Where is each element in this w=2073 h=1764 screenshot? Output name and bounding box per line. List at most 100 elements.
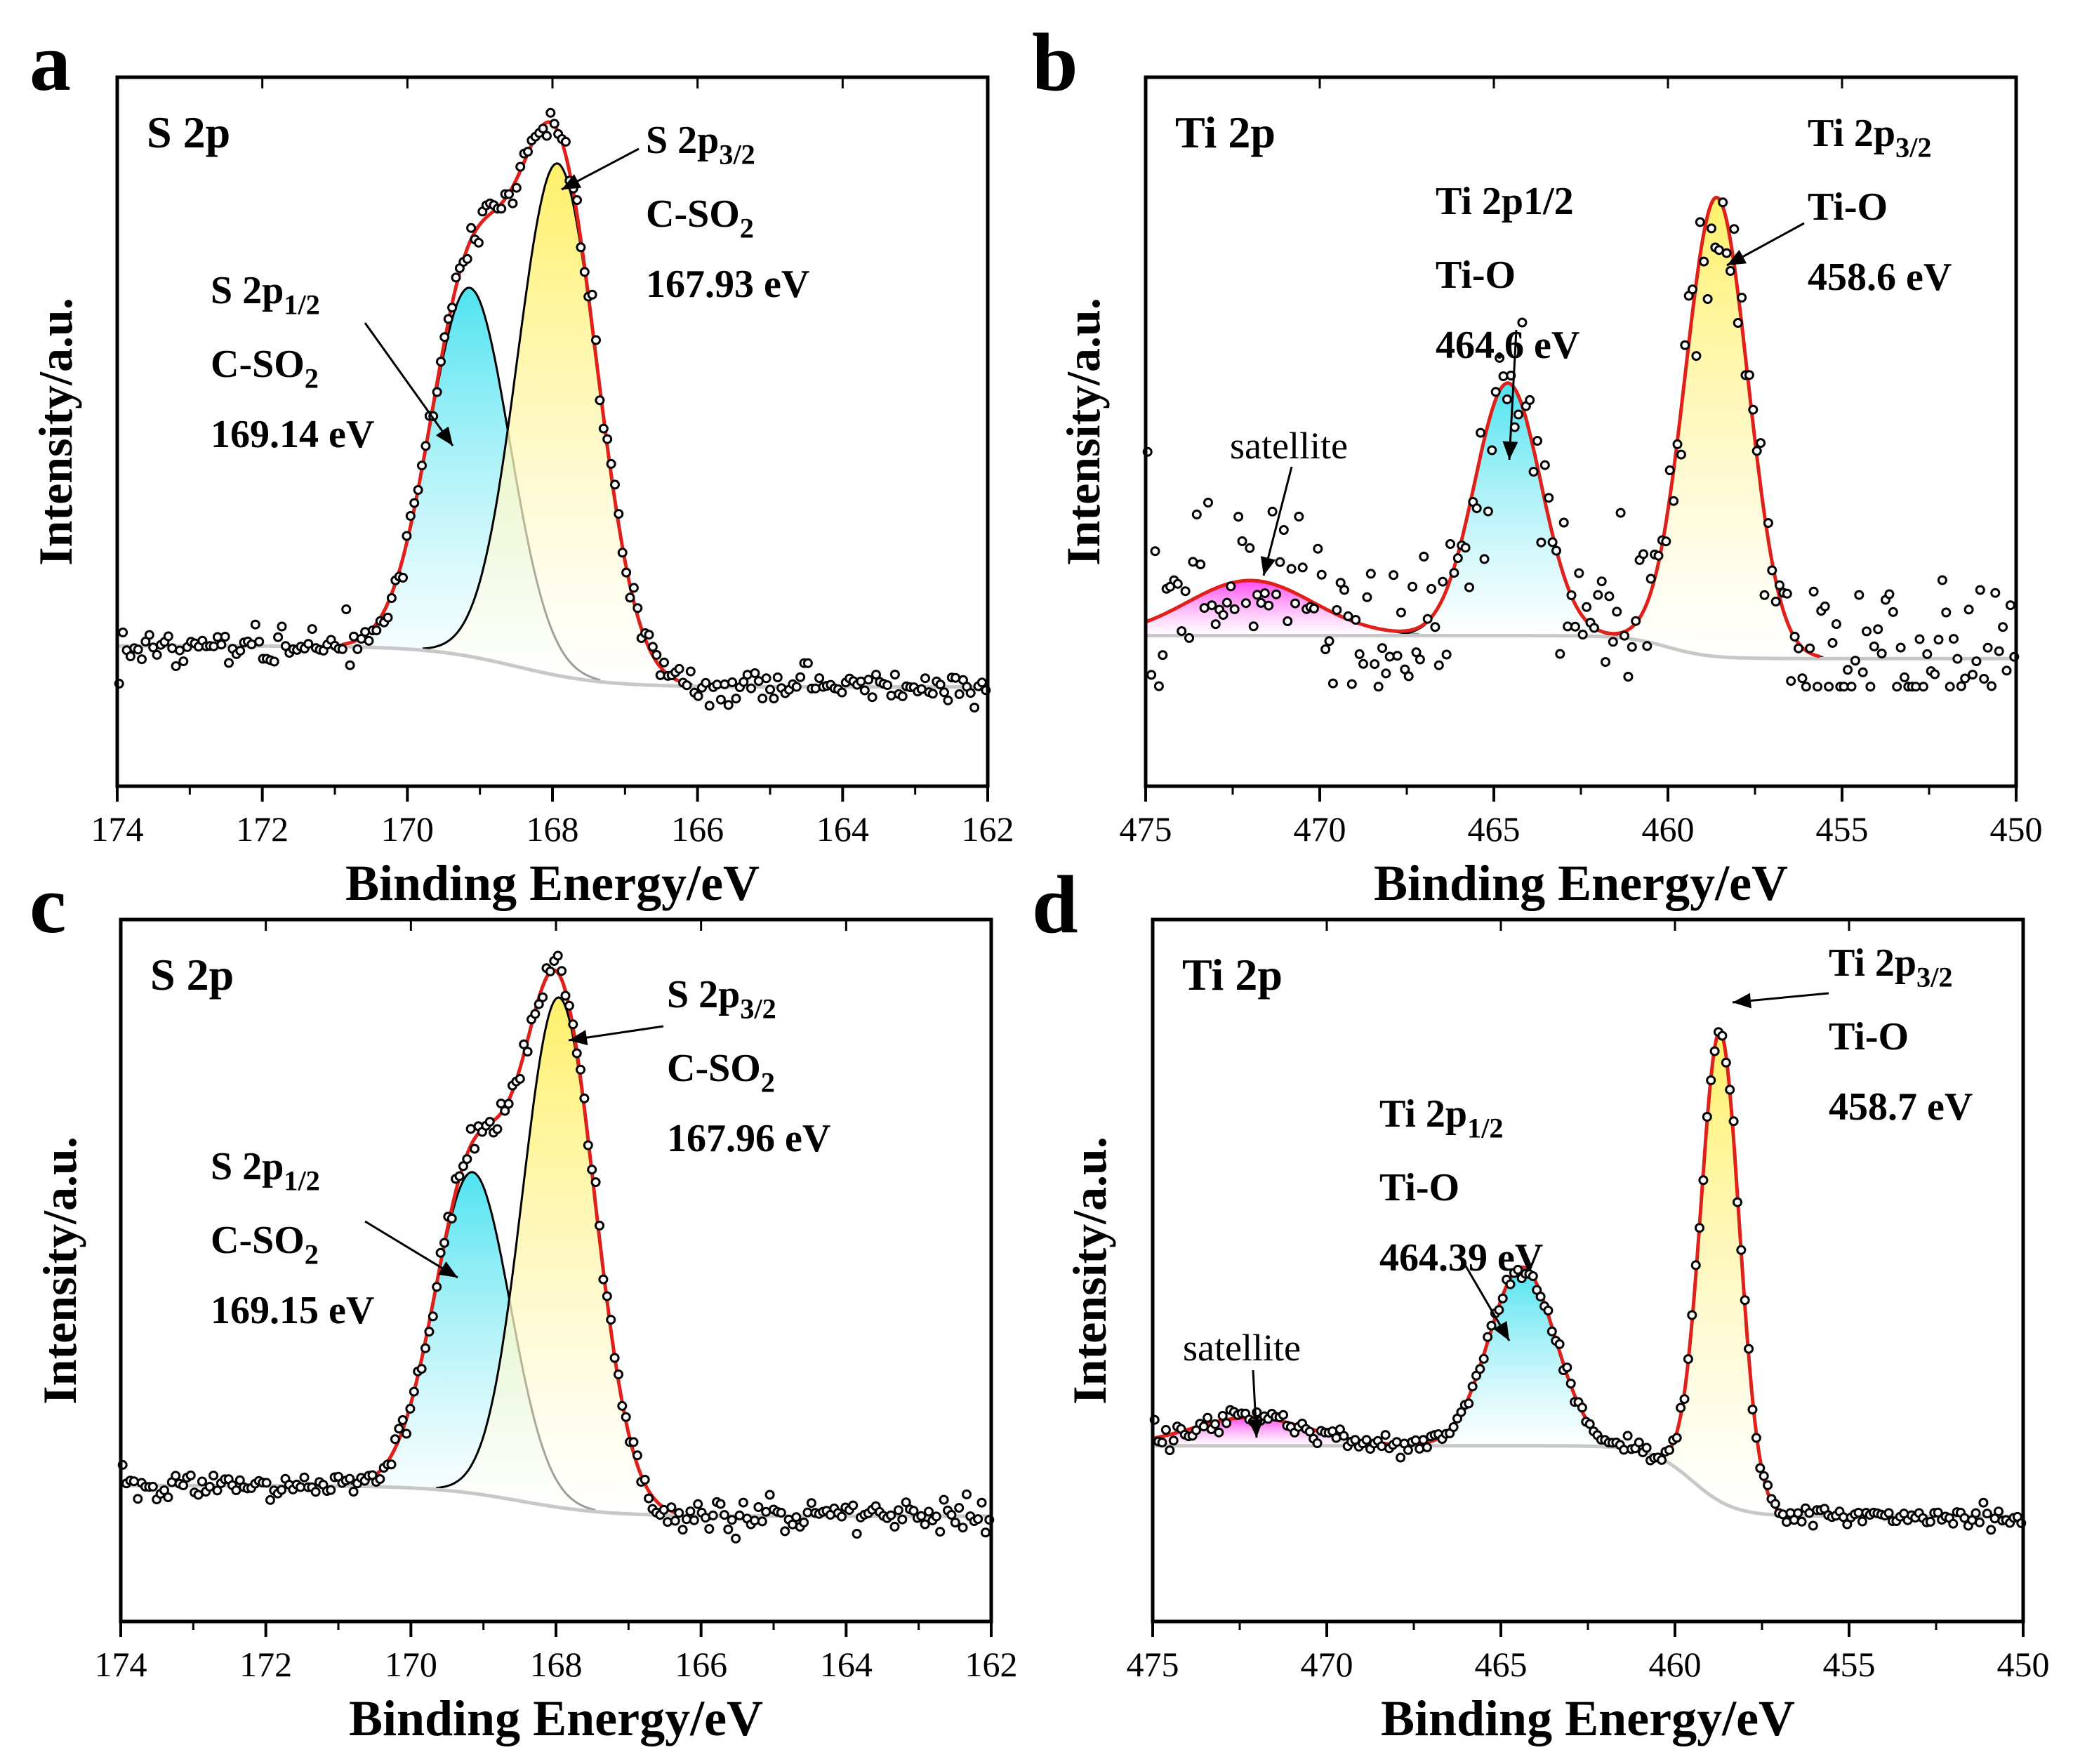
data-point xyxy=(772,672,783,682)
peak-chemical-state-label: Ti-O xyxy=(1379,1166,1459,1209)
data-point xyxy=(606,1315,616,1325)
data-point xyxy=(1918,682,1928,692)
data-point xyxy=(405,1403,416,1414)
data-point xyxy=(746,683,756,694)
data-points xyxy=(114,107,991,712)
data-point xyxy=(1165,1445,1175,1456)
data-point xyxy=(799,1517,809,1527)
panel-title: Ti 2p xyxy=(1175,107,1276,157)
data-point xyxy=(595,1221,604,1231)
data-point xyxy=(1737,293,1747,303)
data-point xyxy=(606,458,616,469)
data-point xyxy=(1490,387,1501,397)
y-axis-label: Intensity/a.u. xyxy=(1057,298,1110,566)
data-point xyxy=(1467,1381,1478,1392)
peak-name-label: Ti 2p1/2 xyxy=(1436,180,1574,223)
peak-name-label: S 2p1/2 xyxy=(211,1145,320,1197)
data-point xyxy=(1214,1427,1224,1438)
data-point xyxy=(1207,600,1217,611)
data-point xyxy=(348,1487,359,1497)
x-tick-label: 164 xyxy=(820,1645,873,1684)
data-point xyxy=(810,683,821,694)
data-point xyxy=(1226,581,1236,592)
data-point xyxy=(602,1291,612,1301)
data-point xyxy=(1695,217,1705,227)
data-point xyxy=(1430,622,1440,632)
panel-title: S 2p xyxy=(150,950,234,1000)
data-point xyxy=(341,604,352,614)
data-point xyxy=(708,1510,718,1520)
data-point xyxy=(1971,656,1982,667)
data-point xyxy=(416,1364,427,1374)
data-point xyxy=(144,630,154,640)
data-point xyxy=(458,1161,468,1172)
data-point xyxy=(693,1499,703,1509)
data-point xyxy=(1452,553,1463,564)
data-point xyxy=(193,1490,204,1500)
data-point xyxy=(1248,621,1259,632)
data-point xyxy=(133,644,143,655)
data-point xyxy=(1377,643,1387,654)
data-point xyxy=(1278,1410,1288,1420)
data-point xyxy=(1960,673,1971,684)
data-point xyxy=(1418,1435,1429,1445)
y-axis-label: Intensity/a.u. xyxy=(33,1136,86,1405)
data-point xyxy=(1240,598,1251,609)
data-point xyxy=(178,1480,188,1491)
arrow-line xyxy=(1262,466,1293,576)
data-point xyxy=(1884,589,1895,599)
data-point xyxy=(1687,1310,1697,1320)
data-point xyxy=(1744,370,1754,380)
data-point xyxy=(1782,1517,1791,1527)
data-point xyxy=(1782,588,1792,599)
data-point xyxy=(621,1412,631,1422)
data-point xyxy=(1294,511,1304,522)
data-point xyxy=(1770,1499,1780,1509)
data-point xyxy=(175,645,185,656)
data-point xyxy=(1653,550,1664,561)
data-point xyxy=(1203,498,1213,508)
data-point xyxy=(1608,637,1618,647)
data-point xyxy=(1582,602,1592,612)
data-point xyxy=(484,1117,495,1127)
x-tick-label: 455 xyxy=(1816,809,1869,849)
data-point xyxy=(1426,583,1436,594)
data-point xyxy=(814,673,825,684)
data-point xyxy=(530,1009,541,1019)
panel-a: a 174 172 170 168 166 164 162 Binding Energy/eV I… xyxy=(29,16,1014,911)
data-point xyxy=(750,1516,760,1526)
satellite-label: satellite xyxy=(1230,425,1348,467)
data-point xyxy=(413,485,423,495)
data-point xyxy=(1634,1437,1644,1447)
data-point xyxy=(128,1476,139,1487)
data-point xyxy=(1441,649,1452,660)
data-point xyxy=(727,677,738,687)
data-point xyxy=(1172,578,1183,589)
data-point xyxy=(1789,631,1800,642)
arrow-head-icon xyxy=(1493,1320,1509,1341)
data-point xyxy=(609,1353,620,1363)
data-point xyxy=(1751,1433,1761,1443)
x-axis: 174 172 170 168 166 164 162 xyxy=(91,77,1014,849)
data-point xyxy=(254,637,265,647)
data-point xyxy=(1820,601,1830,611)
data-point xyxy=(1669,496,1679,506)
data-point xyxy=(731,1533,741,1544)
data-point xyxy=(1843,665,1853,675)
data-point xyxy=(386,1459,397,1470)
data-point xyxy=(886,1510,896,1520)
data-point xyxy=(871,670,881,680)
data-point xyxy=(1275,557,1285,567)
data-point xyxy=(723,700,734,710)
data-point xyxy=(473,237,484,248)
data-point xyxy=(1478,1353,1489,1364)
data-point xyxy=(1671,1433,1682,1443)
data-point xyxy=(1949,634,1959,644)
data-point xyxy=(1676,449,1686,460)
data-point xyxy=(446,1213,457,1223)
data-point xyxy=(1252,590,1262,600)
data-point xyxy=(1528,467,1539,477)
annotation-0: Ti 2p3/2 Ti-O 458.7 eV xyxy=(1732,941,1973,1129)
peak-chemical-state-label: C-SO2 xyxy=(667,1047,775,1099)
data-point xyxy=(1297,562,1308,573)
